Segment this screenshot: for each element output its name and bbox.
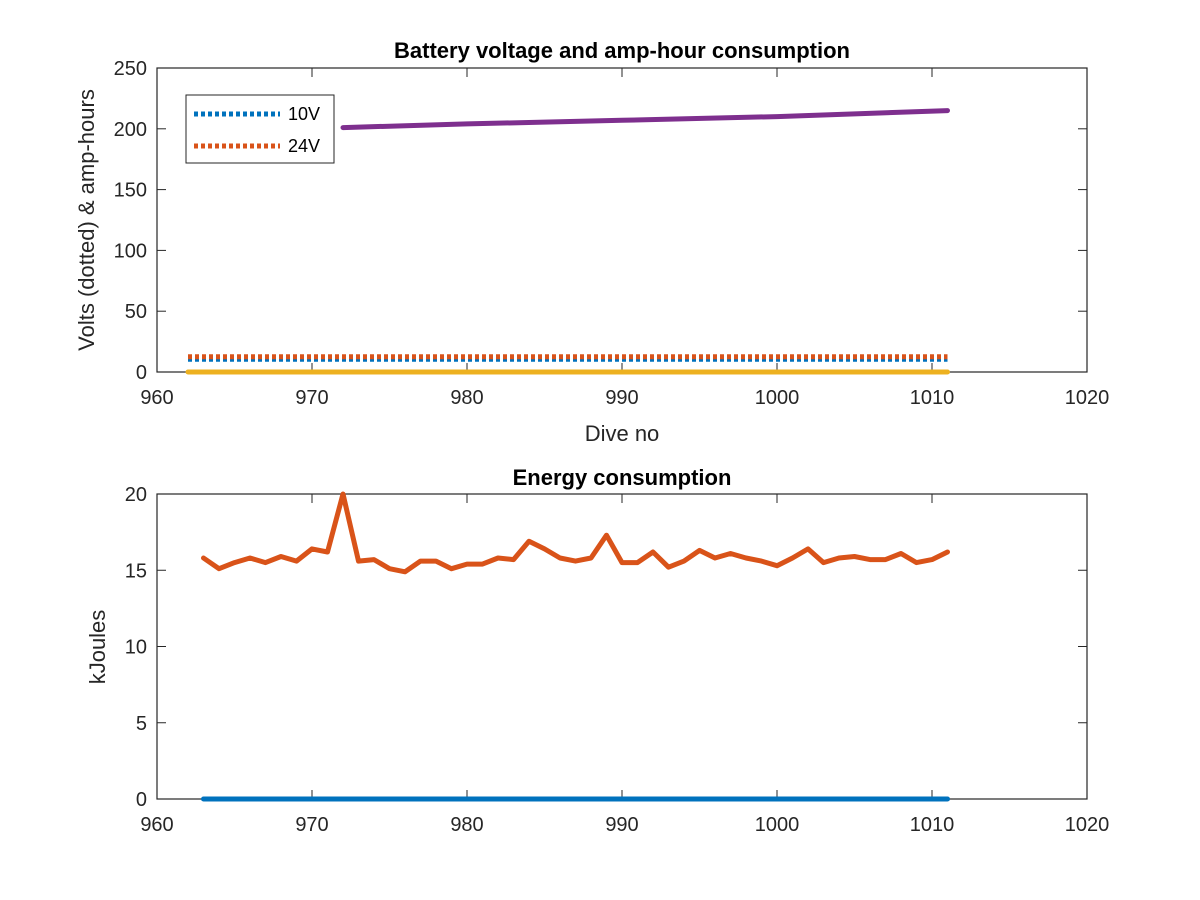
bottom-x-tick-label: 980 [450, 814, 483, 836]
bottom-series-group [201, 491, 950, 802]
bottom-y-tick-label: 5 [136, 713, 147, 735]
top-x-tick-label: 990 [605, 387, 638, 409]
top-chart-title: Battery voltage and amp-hour consumption [394, 38, 850, 63]
top-x-tick-label: 1000 [755, 387, 800, 409]
top-legend: 10V 24V [185, 94, 335, 164]
top-y-ticks: 0 50 100 150 200 250 [114, 58, 1087, 384]
top-y-tick-label: 150 [114, 180, 147, 202]
top-x-tick-label: 980 [450, 387, 483, 409]
bottom-x-tick-label: 960 [140, 814, 173, 836]
bottom-y-ticks: 0 5 10 15 20 [125, 484, 1087, 811]
top-y-tick-label: 200 [114, 119, 147, 141]
top-y-tick-label: 0 [136, 362, 147, 384]
bottom-plot-area [156, 493, 1088, 800]
bottom-y-axis-label: kJoules [85, 610, 110, 685]
bottom-y-tick-label: 15 [125, 560, 147, 582]
top-y-tick-label: 100 [114, 240, 147, 262]
bottom-x-tick-label: 1020 [1065, 814, 1110, 836]
top-series-line-3 [340, 108, 950, 131]
bottom-chart-title: Energy consumption [513, 465, 732, 490]
bottom-x-tick-label: 970 [295, 814, 328, 836]
bottom-x-tick-label: 1000 [755, 814, 800, 836]
top-y-tick-label: 50 [125, 301, 147, 323]
top-y-tick-label: 250 [114, 58, 147, 80]
bottom-x-ticks: 960 970 980 990 1000 1010 1020 [140, 494, 1109, 836]
legend-label-24v: 24V [288, 136, 320, 156]
top-y-axis-label: Volts (dotted) & amp-hours [74, 89, 99, 351]
legend-box [185, 94, 335, 164]
legend-label-10v: 10V [288, 104, 320, 124]
top-x-ticks: 960 970 980 990 1000 1010 1020 [140, 68, 1109, 409]
battery-chart: Battery voltage and amp-hour consumption… [74, 38, 1109, 446]
bottom-y-tick-label: 0 [136, 789, 147, 811]
top-x-tick-label: 1010 [910, 387, 955, 409]
bottom-x-tick-label: 990 [605, 814, 638, 836]
top-x-axis-label: Dive no [585, 421, 660, 446]
bottom-series-line-1 [201, 491, 950, 575]
bottom-y-tick-label: 20 [125, 484, 147, 506]
top-x-tick-label: 960 [140, 387, 173, 409]
bottom-x-tick-label: 1010 [910, 814, 955, 836]
top-x-tick-label: 1020 [1065, 387, 1110, 409]
energy-chart: Energy consumption kJoules 960 970 980 990 1… [85, 465, 1109, 836]
top-x-tick-label: 970 [295, 387, 328, 409]
top-series-group [185, 108, 950, 375]
bottom-y-tick-label: 10 [125, 637, 147, 659]
